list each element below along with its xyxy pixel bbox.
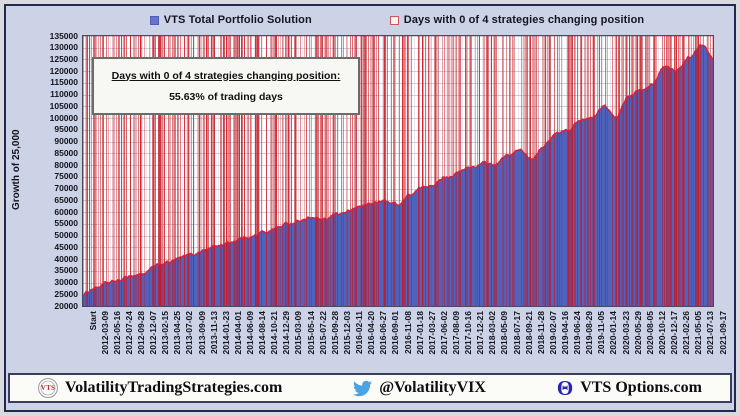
annotation-heading: Days with 0 of 4 strategies changing pos… bbox=[111, 69, 341, 82]
x-axis-tick-label: 2015-12-03 bbox=[341, 311, 352, 355]
y-axis-tick-label: 70000 bbox=[54, 183, 78, 194]
x-axis-tick-label: 2014-12-29 bbox=[281, 311, 292, 355]
x-axis-tick-label: 2020-12-17 bbox=[669, 311, 680, 355]
x-axis-tick-label: 2020-10-12 bbox=[656, 311, 667, 355]
x-axis-tick-label: 2018-09-21 bbox=[523, 311, 534, 355]
y-axis-tick-label: 115000 bbox=[50, 77, 78, 88]
x-axis-tick-label: 2020-03-23 bbox=[620, 311, 631, 355]
x-axis-tick-label: 2017-06-02 bbox=[438, 311, 449, 355]
y-axis-tick-label: 95000 bbox=[54, 124, 78, 135]
x-axis-tick-label: 2021-07-13 bbox=[705, 311, 716, 355]
legend: VTS Total Portfolio Solution Days with 0… bbox=[82, 9, 712, 31]
x-axis-tick-label: 2014-08-14 bbox=[257, 311, 268, 355]
x-axis-tick-label: 2012-05-16 bbox=[111, 311, 122, 355]
x-axis-tick-label: 2021-05-05 bbox=[693, 311, 704, 355]
legend-label-portfolio: VTS Total Portfolio Solution bbox=[163, 14, 312, 26]
annotation-box: Days with 0 of 4 strategies changing pos… bbox=[92, 57, 360, 115]
x-axis-tick-label: 2016-09-01 bbox=[390, 311, 401, 355]
x-axis-tick-label: 2014-01-23 bbox=[220, 311, 231, 355]
y-axis-tick-label: 75000 bbox=[54, 171, 78, 182]
y-axis-tick-label: 120000 bbox=[49, 65, 78, 76]
x-axis-tick-label: 2015-07-22 bbox=[317, 311, 328, 355]
x-axis-tick-label: 2012-12-07 bbox=[148, 311, 159, 355]
x-axis-tick-label: 2017-12-21 bbox=[475, 311, 486, 355]
y-axis-tick-label: 135000 bbox=[49, 30, 78, 41]
y-axis-tick-label: 25000 bbox=[54, 288, 78, 299]
x-axis-tick-label: 2019-02-07 bbox=[547, 311, 558, 355]
x-axis-tick-label: 2018-05-09 bbox=[499, 311, 510, 355]
x-axis-tick-label: 2012-07-24 bbox=[123, 311, 134, 355]
x-axis-tick-label: 2021-09-17 bbox=[717, 311, 728, 355]
x-axis-tick-label: 2018-11-28 bbox=[535, 311, 546, 355]
y-axis-tick-label: 105000 bbox=[49, 100, 78, 111]
x-axis-tick-label: 2021-02-26 bbox=[681, 311, 692, 355]
y-axis-tick-label: 60000 bbox=[54, 206, 78, 217]
x-axis-tick-label: 2017-10-16 bbox=[463, 311, 474, 355]
x-axis-tick-label: 2020-05-29 bbox=[632, 311, 643, 355]
x-axis-tick-label: 2013-02-15 bbox=[160, 311, 171, 355]
x-axis-tick-label: 2017-01-18 bbox=[414, 311, 425, 355]
x-axis-tick-label: 2013-04-25 bbox=[172, 311, 183, 355]
y-axis-tick-label: 125000 bbox=[49, 53, 78, 64]
y-axis-tick-label: 50000 bbox=[54, 230, 78, 241]
x-axis-tick-label: 2017-08-09 bbox=[450, 311, 461, 355]
vts-options-label: VTS Options.com bbox=[580, 379, 702, 396]
x-axis-tick-label: 2013-07-02 bbox=[184, 311, 195, 355]
twitter-handle-label: @VolatilityVIX bbox=[379, 379, 486, 396]
x-axis-tick-label: 2017-03-27 bbox=[426, 311, 437, 355]
y-axis-tick-label: 85000 bbox=[54, 147, 78, 158]
x-axis-tick-label: 2016-02-11 bbox=[354, 311, 365, 355]
theta-icon: Θ bbox=[556, 376, 574, 400]
x-axis-tick-label: 2014-10-21 bbox=[269, 311, 280, 355]
x-axis-tick-label: 2019-06-24 bbox=[572, 311, 583, 355]
x-axis-tick-label: 2018-03-02 bbox=[487, 311, 498, 355]
x-axis-tick-label: 2020-01-14 bbox=[608, 311, 619, 355]
y-axis-tick-label: 45000 bbox=[54, 241, 78, 252]
x-axis-tick-label: 2015-09-28 bbox=[329, 311, 340, 355]
vts-logo-icon: VTS bbox=[38, 378, 58, 398]
x-axis-tick-label: 2016-04-20 bbox=[366, 311, 377, 355]
y-axis-tick-label: 30000 bbox=[54, 277, 78, 288]
x-axis-tick-label: 2013-11-13 bbox=[208, 311, 219, 355]
y-axis-tick-label: 40000 bbox=[54, 253, 78, 264]
x-axis-tick-label: 2014-04-01 bbox=[232, 311, 243, 355]
x-axis-tick-label: 2013-09-09 bbox=[196, 311, 207, 355]
brand-vts-site: VTS VolatilityTradingStrategies.com bbox=[38, 378, 282, 398]
y-axis-tick-label: 55000 bbox=[54, 218, 78, 229]
x-axis-tick-label: 2018-07-17 bbox=[511, 311, 522, 355]
brand-twitter: @VolatilityVIX bbox=[353, 379, 486, 398]
y-axis-tick-label: 130000 bbox=[49, 42, 78, 53]
y-axis-tick-label: 80000 bbox=[54, 159, 78, 170]
x-axis-tick-label: Start bbox=[87, 311, 98, 331]
legend-item-portfolio: VTS Total Portfolio Solution bbox=[149, 14, 312, 26]
x-axis-tick-label: 2019-08-29 bbox=[584, 311, 595, 355]
chart-window: VTS Total Portfolio Solution Days with 0… bbox=[4, 4, 736, 412]
x-axis-tick-label: 2019-04-16 bbox=[560, 311, 570, 355]
x-axis-tick-label: 2012-09-28 bbox=[135, 311, 146, 355]
y-axis-tick-label: 35000 bbox=[54, 265, 78, 276]
annotation-value: 55.63% of trading days bbox=[169, 90, 283, 103]
legend-item-stripe-days: Days with 0 of 4 strategies changing pos… bbox=[389, 14, 645, 26]
x-axis-tick-label: 2016-06-27 bbox=[378, 311, 389, 355]
x-axis-tick-label: 2019-11-05 bbox=[596, 311, 607, 355]
footer-bar: VTS VolatilityTradingStrategies.com @Vol… bbox=[8, 373, 732, 403]
y-axis-tick-label: 110000 bbox=[50, 89, 78, 100]
portfolio-series-swatch-icon bbox=[149, 15, 159, 25]
y-axis-tick-label: 65000 bbox=[54, 194, 78, 205]
x-axis-tick-label: 2015-05-14 bbox=[305, 311, 316, 355]
vts-site-label: VolatilityTradingStrategies.com bbox=[65, 379, 283, 396]
x-axis-tick-label: 2015-03-09 bbox=[293, 311, 304, 355]
x-axis-tick-label: 2014-06-09 bbox=[245, 311, 255, 355]
legend-label-stripe-days: Days with 0 of 4 strategies changing pos… bbox=[403, 14, 645, 26]
brand-vts-options: Θ VTS Options.com bbox=[556, 376, 702, 400]
twitter-bird-icon bbox=[353, 380, 373, 396]
x-axis-tick-label: 2016-11-08 bbox=[402, 311, 413, 355]
x-axis-tick-label: 2012-03-09 bbox=[99, 311, 110, 355]
x-axis-tick-label: 2020-08-05 bbox=[644, 311, 655, 355]
y-axis-tick-label: 90000 bbox=[54, 136, 78, 147]
y-axis-tick-label: 20000 bbox=[54, 300, 78, 311]
stripe-days-swatch-icon bbox=[389, 15, 399, 25]
y-axis-tick-label: 100000 bbox=[49, 112, 78, 123]
